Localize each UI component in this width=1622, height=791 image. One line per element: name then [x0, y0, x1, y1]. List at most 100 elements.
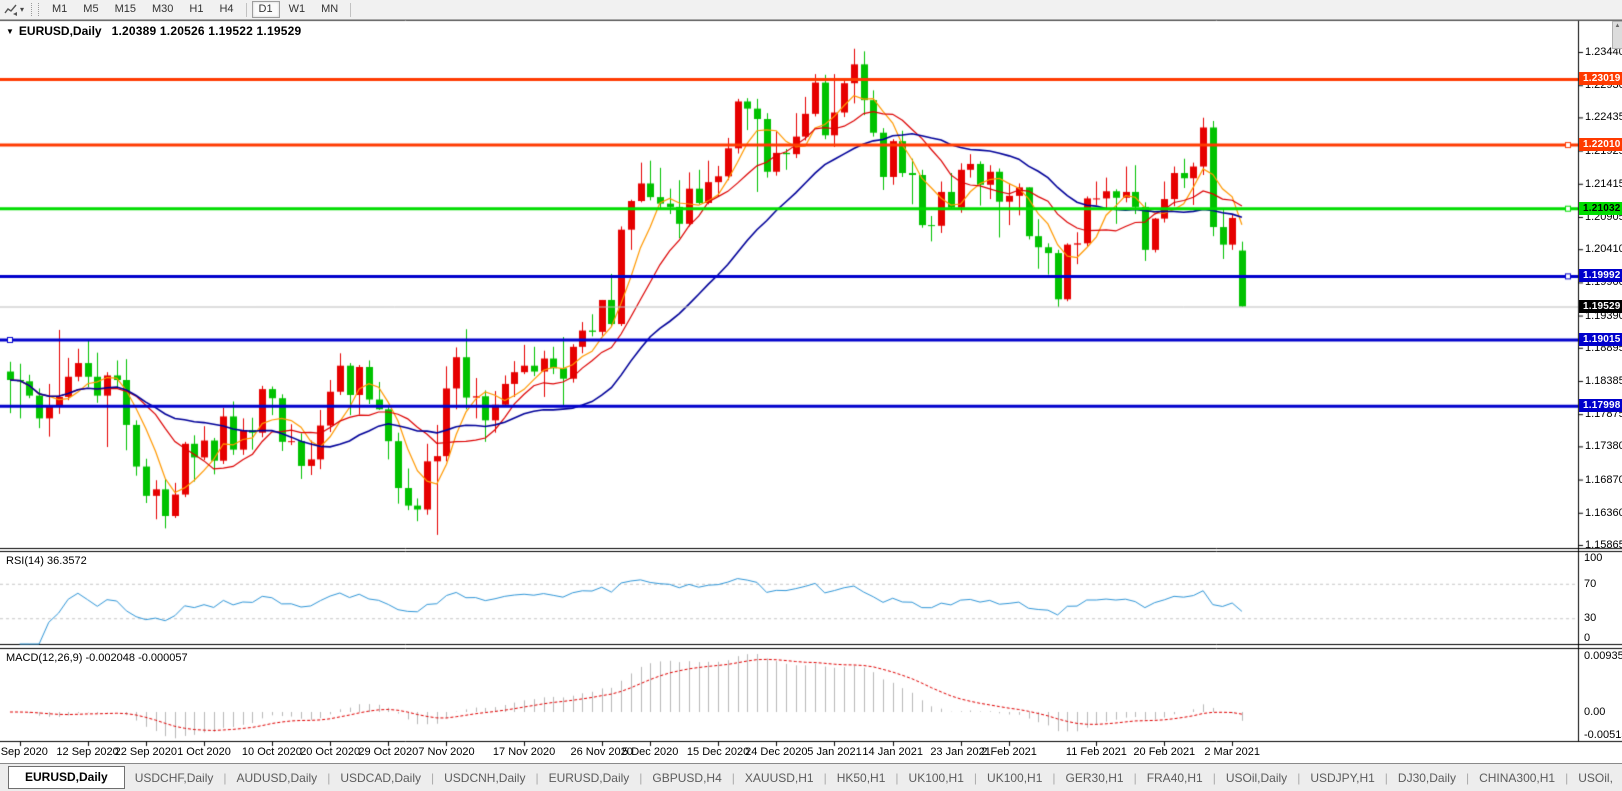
- timeframe-button-M15[interactable]: M15: [114, 3, 136, 15]
- chart-tab-eurusd-daily[interactable]: EURUSD,Daily: [8, 766, 125, 789]
- date-axis-label: 17 Nov 2020: [492, 746, 556, 758]
- date-axis-label: 11 Feb 2021: [1065, 746, 1127, 758]
- tab-separator: |: [1565, 770, 1569, 785]
- price-chart-canvas[interactable]: [0, 20, 1622, 763]
- chart-cursor-icon: [4, 4, 17, 16]
- date-axis-label: 10 Oct 2020: [241, 746, 302, 758]
- macd-indicator-label: MACD(12,26,9) -0.002048 -0.000057: [6, 652, 188, 664]
- chart-symbol-label: EURUSD,Daily: [18, 24, 102, 38]
- tab-separator: |: [1384, 770, 1388, 785]
- tab-separator: |: [639, 770, 643, 785]
- date-axis-label: 22 Sep 2020: [114, 746, 177, 758]
- chart-tab-fra40-h1[interactable]: FRA40,H1: [1146, 770, 1203, 785]
- timeframe-button-W1[interactable]: W1: [288, 3, 306, 15]
- chart-title: ▼ EURUSD,Daily 1.20389 1.20526 1.19522 1…: [6, 24, 301, 38]
- date-axis-label: 23 Jan 2021: [930, 746, 991, 758]
- chart-tab-usdjpy-h1[interactable]: USDJPY,H1: [1310, 770, 1375, 785]
- price-axis-label: 1.23440: [1585, 46, 1622, 58]
- date-axis-label: 2 Mar 2021: [1204, 746, 1261, 758]
- timeframe-button-D1[interactable]: D1: [251, 1, 280, 18]
- toolbar-separator: [350, 2, 352, 17]
- macd-axis-label: 0.00: [1584, 706, 1606, 718]
- draw-tool-icon[interactable]: ▾: [0, 1, 28, 18]
- date-axis-label: 20 Oct 2020: [300, 746, 361, 758]
- rsi-axis-label: 70: [1584, 577, 1597, 590]
- date-axis-label: 5 Jan 2021: [807, 746, 862, 758]
- tab-separator: |: [1297, 770, 1301, 785]
- chart-tab-usdchf-daily[interactable]: USDCHF,Daily: [134, 770, 214, 785]
- date-axis-label: 15 Dec 2020: [686, 746, 750, 758]
- tab-separator: |: [327, 770, 331, 785]
- scroll-up-icon[interactable]: ▲: [1614, 23, 1621, 29]
- tab-separator: |: [1133, 770, 1137, 785]
- chart-vertical-scrollbar[interactable]: ▲: [1612, 21, 1622, 49]
- chart-tab-ger30-h1[interactable]: GER30,H1: [1065, 770, 1124, 785]
- tab-separator: |: [223, 770, 227, 785]
- rsi-axis-label: 0: [1584, 632, 1591, 644]
- chart-tab-usoil-daily[interactable]: USOil,Daily: [1225, 770, 1288, 785]
- tab-separator: |: [895, 770, 899, 785]
- toolbar-separator: [245, 2, 247, 17]
- chart-tab-eurusd-daily[interactable]: EURUSD,Daily: [548, 770, 630, 785]
- date-axis-label: 14 Jan 2021: [862, 746, 923, 758]
- tab-separator: |: [535, 770, 539, 785]
- level-price-tag[interactable]: 1.22010: [1579, 138, 1622, 152]
- date-axis-label: 20 Feb 2021: [1133, 746, 1196, 758]
- chart-tab-uk100-h1[interactable]: UK100,H1: [987, 770, 1043, 785]
- price-axis-label: 1.19390: [1585, 309, 1622, 322]
- price-axis-label: 1.22435: [1585, 111, 1622, 124]
- date-axis-label: 7 Nov 2020: [418, 746, 475, 758]
- price-axis-label: 1.20410: [1585, 243, 1622, 256]
- timeframe-toolbar: M1 M5 M15 M30 H1 H4 D1 W1 MN: [44, 1, 355, 18]
- level-price-tag[interactable]: 1.19015: [1579, 332, 1622, 346]
- chart-ohlc-values: 1.20389 1.20526 1.19522 1.19529: [111, 24, 302, 38]
- date-axis-label: 5 Dec 2020: [622, 746, 679, 758]
- level-price-tag[interactable]: 1.17998: [1579, 399, 1622, 413]
- date-axis-label: 12 Sep 2020: [56, 746, 119, 758]
- date-axis-label: 3 Sep 2020: [0, 746, 48, 758]
- chart-tab-dj30-daily[interactable]: DJ30,Daily: [1397, 770, 1456, 785]
- tab-separator: |: [973, 770, 978, 785]
- chart-tab-china300-h1[interactable]: CHINA300,H1: [1479, 770, 1556, 785]
- tab-separator: |: [731, 770, 735, 785]
- current-price-tag: 1.19529: [1579, 299, 1622, 313]
- timeframe-button-M1[interactable]: M1: [52, 3, 68, 15]
- timeframe-button-H1[interactable]: H1: [189, 3, 204, 15]
- timeframe-button-H4[interactable]: H4: [219, 3, 234, 15]
- tab-separator: |: [431, 770, 435, 785]
- toolbar-grip[interactable]: [31, 3, 40, 16]
- tab-separator: |: [1465, 770, 1470, 785]
- price-axis-label: 1.17380: [1585, 440, 1622, 453]
- price-axis-label: 1.15865: [1585, 538, 1622, 551]
- macd-axis-label: 0.009354: [1584, 649, 1622, 662]
- date-axis-label: 2 Feb 2021: [981, 746, 1037, 758]
- level-price-tag[interactable]: 1.21032: [1579, 201, 1622, 215]
- chart-tab-usdcad-daily[interactable]: USDCAD,Daily: [340, 770, 421, 785]
- timeframe-button-M5[interactable]: M5: [83, 3, 99, 15]
- price-axis-label: 1.18385: [1585, 374, 1622, 387]
- date-axis-label: 29 Oct 2020: [358, 746, 419, 758]
- chart-tab-audusd-daily[interactable]: AUDUSD,Daily: [236, 770, 318, 785]
- dropdown-caret-icon[interactable]: ▾: [20, 5, 25, 14]
- macd-axis-label: -0.005156: [1584, 729, 1622, 741]
- level-price-tag[interactable]: 1.19992: [1579, 269, 1622, 283]
- rsi-indicator-label: RSI(14) 36.3572: [6, 555, 87, 567]
- rsi-axis-label: 30: [1584, 612, 1597, 625]
- chart-tab-usoil-[interactable]: USOil,: [1578, 770, 1613, 785]
- date-axis-label: 1 Oct 2020: [177, 746, 231, 758]
- rsi-axis-label: 100: [1584, 552, 1603, 564]
- timeframe-button-MN[interactable]: MN: [321, 3, 339, 15]
- chart-tab-hk50-h1[interactable]: HK50,H1: [836, 770, 886, 785]
- top-toolbar: ▾ M1 M5 M15 M30 H1 H4 D1 W1 MN: [0, 0, 1622, 20]
- level-price-tag[interactable]: 1.23019: [1579, 72, 1622, 86]
- chart-tab-gbpusd-h4[interactable]: GBPUSD,H4: [652, 770, 722, 785]
- collapse-triangle-icon[interactable]: ▼: [6, 26, 14, 36]
- chart-tab-uk100-h1[interactable]: UK100,H1: [908, 770, 964, 785]
- tab-separator: |: [823, 770, 827, 785]
- price-axis-label: 1.16360: [1585, 506, 1622, 519]
- timeframe-button-M30[interactable]: M30: [151, 3, 174, 15]
- chart-tab-xauusd-h1[interactable]: XAUUSD,H1: [744, 770, 814, 785]
- date-axis-label: 26 Nov 2020: [570, 746, 633, 758]
- price-axis-label: 1.16870: [1585, 473, 1622, 486]
- chart-tab-usdcnh-daily[interactable]: USDCNH,Daily: [444, 770, 526, 785]
